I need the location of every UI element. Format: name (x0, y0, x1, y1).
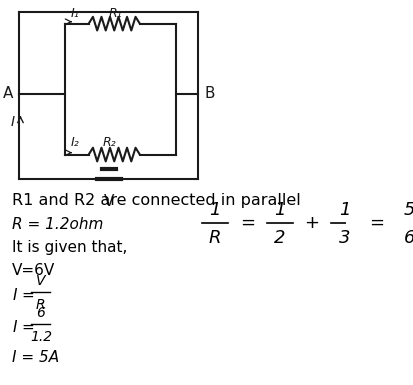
Text: =: = (239, 214, 254, 232)
Text: R₂: R₂ (102, 136, 116, 149)
Text: 1: 1 (273, 201, 285, 219)
Text: V: V (36, 273, 45, 288)
Text: It is given that,: It is given that, (12, 240, 127, 255)
Text: I: I (11, 115, 14, 129)
Text: R1 and R2 are connected in parallel: R1 and R2 are connected in parallel (12, 192, 300, 208)
Text: R: R (36, 298, 46, 312)
Text: R = 1.2ohm: R = 1.2ohm (12, 217, 103, 232)
Text: R: R (208, 229, 221, 247)
Text: 6: 6 (36, 306, 45, 320)
Text: 1.2: 1.2 (30, 330, 52, 344)
Text: R₁: R₁ (109, 7, 123, 20)
Text: 2: 2 (273, 229, 285, 247)
Text: 6: 6 (403, 229, 413, 247)
Text: 1: 1 (209, 201, 220, 219)
Text: I₁: I₁ (71, 7, 79, 20)
Text: $I$ =: $I$ = (12, 287, 34, 303)
Text: $I$ =: $I$ = (12, 319, 34, 335)
Text: I₂: I₂ (71, 136, 79, 149)
Text: 3: 3 (338, 229, 349, 247)
Text: +: + (304, 214, 319, 232)
Text: A: A (3, 85, 14, 100)
Text: 1: 1 (338, 201, 349, 219)
Text: B: B (204, 85, 215, 100)
Text: V: V (104, 194, 114, 209)
Text: I = 5A: I = 5A (12, 350, 59, 365)
Text: =: = (368, 214, 383, 232)
Text: 5: 5 (403, 201, 413, 219)
Text: V=6V: V=6V (12, 263, 55, 278)
